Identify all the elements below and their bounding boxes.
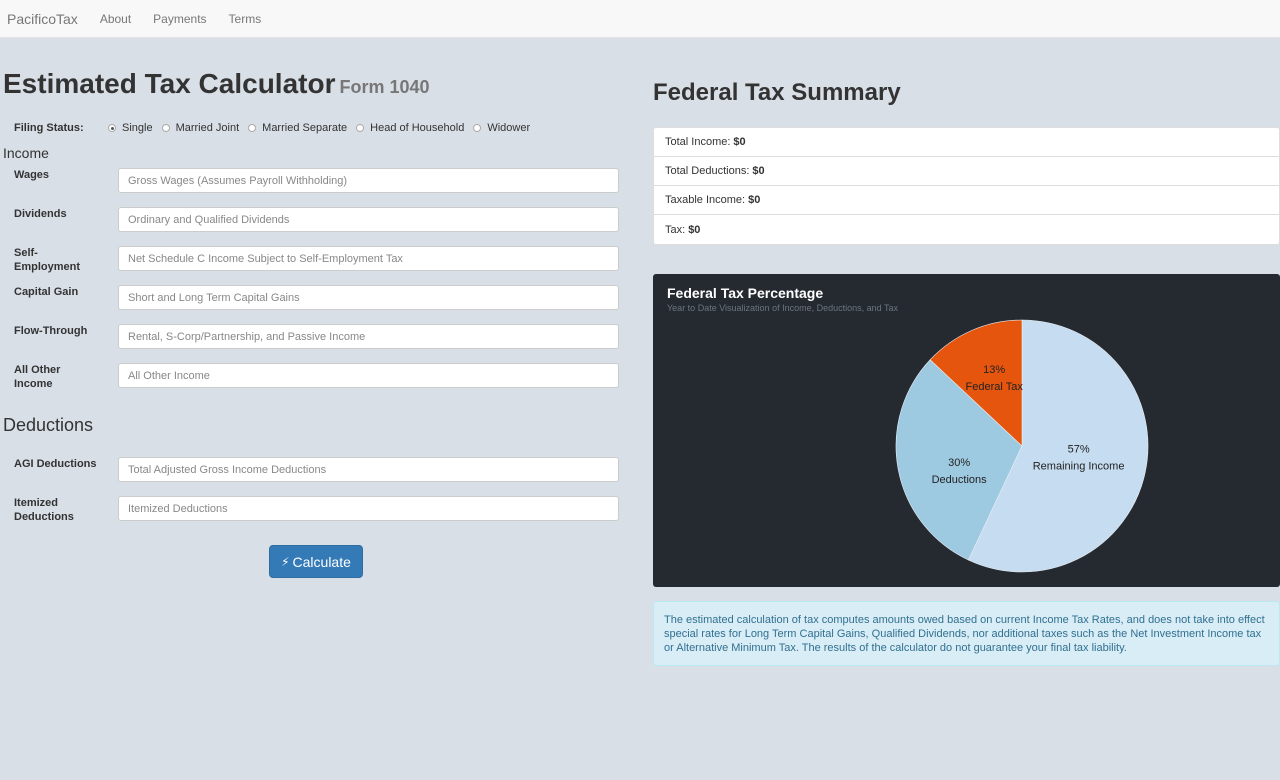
agi-deductions-input[interactable] xyxy=(118,457,619,482)
tax-chart-panel: 57% Remaining Income 30% Deductions 13% Feder… xyxy=(653,274,1280,587)
radio-married-separate[interactable]: Married Separate xyxy=(248,122,347,134)
pie-percent-label-federal-tax: 13% xyxy=(983,364,1005,376)
radio-widower[interactable]: Widower xyxy=(473,122,530,134)
nav-link-terms[interactable]: Terms xyxy=(228,11,262,26)
wages-input[interactable] xyxy=(118,168,619,193)
radio-label-married-joint: Married Joint xyxy=(175,122,240,134)
radio-label-married-separate: Married Separate xyxy=(262,122,348,134)
nav-link-payments[interactable]: Payments xyxy=(153,11,207,26)
pie-percent-label-deductions: 30% xyxy=(948,457,970,469)
flow-through-label: Flow-Through xyxy=(14,325,88,337)
radio-button-married-separate[interactable] xyxy=(248,124,257,132)
summary-tax: Tax: $0 xyxy=(654,215,1279,244)
dividends-label: Dividends xyxy=(14,208,67,220)
nav-link-about[interactable]: About xyxy=(99,11,132,26)
summary-taxable-income: Taxable Income: $0 xyxy=(654,186,1279,215)
summary-total-deductions: Total Deductions: $0 xyxy=(654,157,1279,186)
brand-link[interactable]: PacificoTax xyxy=(7,10,78,27)
calculate-button-label: Calculate xyxy=(292,553,351,570)
disclaimer-note: The estimated calculation of tax compute… xyxy=(653,601,1280,666)
radio-label-single: Single xyxy=(122,122,153,134)
summary-taxable-income-label: Taxable Income: xyxy=(665,194,746,206)
deductions-heading: Deductions xyxy=(3,415,94,435)
radio-button-married-joint[interactable] xyxy=(161,124,170,132)
summary-list: Total Income: $0 Total Deductions: $0 Taxa… xyxy=(653,127,1280,245)
bolt-icon: ⚡︎ xyxy=(281,554,290,569)
radio-button-widower[interactable] xyxy=(473,124,482,132)
wages-label: Wages xyxy=(14,169,50,181)
radio-label-widower: Widower xyxy=(487,122,531,134)
navbar: PacificoTax About Payments Terms xyxy=(0,0,1280,38)
filing-status-group: Filing Status: Single Married Joint Marr… xyxy=(14,120,539,136)
radio-button-single[interactable] xyxy=(108,124,116,132)
chart-title: Federal Tax Percentage xyxy=(667,285,824,301)
itemized-deductions-input[interactable] xyxy=(118,496,619,521)
chart-subtitle: Year to Date Visualization of Income, De… xyxy=(667,303,898,313)
radio-single[interactable]: Single xyxy=(108,122,153,134)
radio-head-of-household[interactable]: Head of Household xyxy=(356,122,464,134)
all-other-income-input[interactable] xyxy=(118,363,619,388)
pie-slice-deductions xyxy=(895,359,1023,561)
all-other-income-label: All Other Income xyxy=(14,364,61,390)
capital-gain-input[interactable] xyxy=(118,285,619,310)
self-employment-label: Self-Employment xyxy=(14,247,81,273)
page-title-text: Estimated Tax Calculator xyxy=(3,68,336,99)
pie-percent-label-remaining-income: 57% xyxy=(1068,444,1090,456)
itemized-deductions-label: Itemized Deductions xyxy=(14,497,74,523)
summary-taxable-income-value: $0 xyxy=(748,194,761,206)
summary-total-income: Total Income: $0 xyxy=(654,128,1279,157)
pie-category-label-remaining-income: Remaining Income xyxy=(1033,461,1125,473)
page-subtitle: Form 1040 xyxy=(339,77,430,97)
agi-deductions-label: AGI Deductions xyxy=(14,458,97,470)
filing-status-label: Filing Status: xyxy=(14,122,84,134)
self-employment-input[interactable] xyxy=(118,246,619,271)
flow-through-input[interactable] xyxy=(118,324,619,349)
radio-label-head-of-household: Head of Household xyxy=(370,122,465,134)
summary-tax-value: $0 xyxy=(688,223,701,236)
summary-total-deductions-value: $0 xyxy=(752,165,765,177)
income-heading: Income xyxy=(3,145,49,161)
summary-total-income-value: $0 xyxy=(733,136,746,148)
dividends-input[interactable] xyxy=(118,207,619,232)
calculate-button[interactable]: ⚡︎ Calculate xyxy=(269,545,363,578)
radio-button-head-of-household[interactable] xyxy=(356,124,365,132)
summary-title: Federal Tax Summary xyxy=(653,79,901,106)
pie-category-label-federal-tax: Federal Tax xyxy=(966,381,1024,393)
summary-tax-label: Tax: xyxy=(665,223,686,236)
summary-total-deductions-label: Total Deductions: xyxy=(665,165,750,177)
pie-category-label-deductions: Deductions xyxy=(932,474,988,486)
page-title: Estimated Tax Calculator Form 1040 xyxy=(3,68,430,100)
pie-chart: 57% Remaining Income 30% Deductions 13% Feder… xyxy=(895,319,1149,573)
pie-slice-remaining-income xyxy=(967,319,1149,573)
radio-married-joint[interactable]: Married Joint xyxy=(161,122,240,134)
summary-total-income-label: Total Income: xyxy=(665,136,731,148)
pie-slice-federal-tax xyxy=(929,319,1023,447)
capital-gain-label: Capital Gain xyxy=(14,286,79,298)
